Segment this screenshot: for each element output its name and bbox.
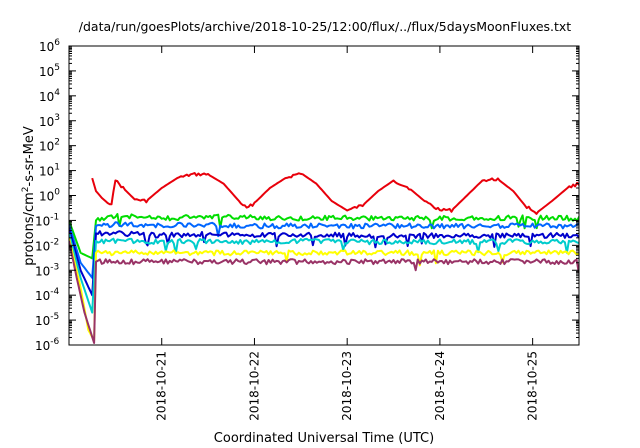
- y-tick-label: 10-4: [35, 287, 60, 303]
- series-line: [69, 227, 579, 297]
- series-line: [91, 172, 579, 215]
- series-line: [69, 221, 579, 279]
- x-tick-label: 2018-10-25: [526, 351, 540, 421]
- x-tick-label: 2018-10-21: [155, 351, 169, 421]
- y-axis-label: protons/cm2-s-sr-MeV: [21, 126, 37, 266]
- x-axis-label: Coordinated Universal Time (UTC): [214, 431, 434, 446]
- x-tick-label: 2018-10-23: [340, 351, 354, 421]
- y-tick-label: 102: [39, 138, 60, 154]
- series-line: [69, 233, 579, 314]
- y-tick-label: 10-5: [35, 312, 59, 328]
- y-tick-label: 103: [39, 113, 60, 129]
- y-tick-label: 10-3: [35, 262, 59, 278]
- plot-frame: [68, 45, 580, 346]
- y-tick-label: 106: [39, 38, 60, 54]
- y-tick-label: 10-1: [35, 212, 59, 228]
- y-tick-label: 10-2: [35, 237, 59, 253]
- y-tick-label: 104: [39, 88, 60, 104]
- x-tick-label: 2018-10-24: [433, 351, 447, 421]
- y-tick-label: 100: [39, 188, 60, 204]
- chart-title: /data/run/goesPlots/archive/2018-10-25/1…: [79, 19, 572, 34]
- y-tick-label: 105: [39, 63, 60, 79]
- x-tick-label: 2018-10-22: [247, 351, 261, 421]
- series-line: [69, 240, 579, 344]
- series-line: [69, 213, 579, 260]
- series-layer: [69, 172, 579, 344]
- series-line: [69, 237, 579, 342]
- y-tick-label: 101: [39, 163, 60, 179]
- y-tick-label: 10-6: [35, 337, 60, 353]
